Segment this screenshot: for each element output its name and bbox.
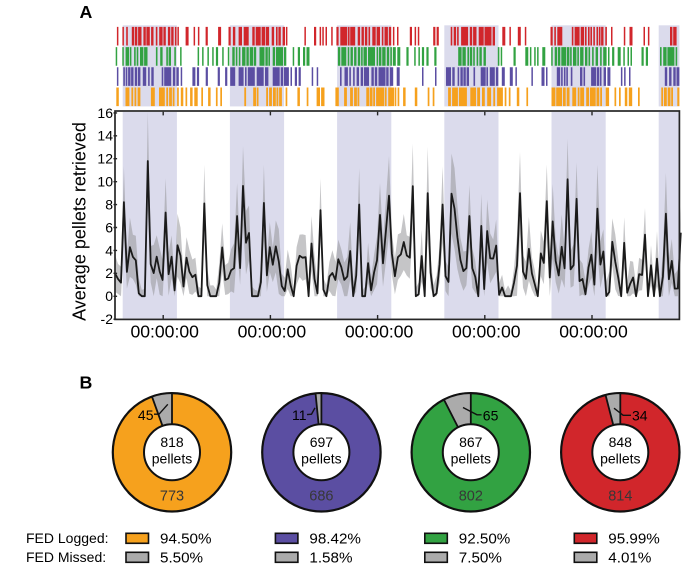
- svg-text:802: 802: [459, 489, 483, 505]
- svg-text:4.01%: 4.01%: [608, 549, 651, 566]
- svg-text:00:00:00: 00:00:00: [130, 322, 199, 342]
- svg-text:5.50%: 5.50%: [160, 549, 203, 566]
- svg-text:848: 848: [609, 434, 633, 450]
- svg-text:98.42%: 98.42%: [309, 530, 361, 547]
- svg-text:A: A: [80, 2, 93, 22]
- svg-text:7.50%: 7.50%: [459, 549, 502, 566]
- svg-text:pellets: pellets: [152, 451, 192, 467]
- svg-text:pellets: pellets: [301, 451, 341, 467]
- svg-text:45: 45: [138, 407, 154, 423]
- svg-text:FED Logged:: FED Logged:: [26, 530, 109, 546]
- svg-text:6: 6: [105, 219, 113, 235]
- svg-text:Average pellets retrieved: Average pellets retrieved: [70, 122, 90, 321]
- svg-text:12: 12: [97, 151, 113, 167]
- svg-text:686: 686: [309, 489, 333, 505]
- svg-text:10: 10: [97, 174, 113, 190]
- svg-text:34: 34: [632, 407, 648, 423]
- svg-text:92.50%: 92.50%: [459, 530, 511, 547]
- svg-text:2: 2: [105, 265, 113, 281]
- svg-text:pellets: pellets: [451, 451, 491, 467]
- svg-text:65: 65: [483, 407, 499, 423]
- svg-text:8: 8: [105, 197, 113, 213]
- svg-text:4: 4: [105, 242, 113, 258]
- svg-text:0: 0: [105, 288, 113, 304]
- svg-text:pellets: pellets: [600, 451, 640, 467]
- svg-text:94.50%: 94.50%: [160, 530, 212, 547]
- svg-text:00:00:00: 00:00:00: [238, 322, 307, 342]
- svg-text:11: 11: [292, 407, 307, 423]
- svg-text:773: 773: [160, 489, 184, 505]
- svg-text:867: 867: [459, 434, 483, 450]
- svg-text:818: 818: [160, 434, 184, 450]
- svg-text:697: 697: [310, 434, 334, 450]
- svg-text:00:00:00: 00:00:00: [559, 322, 628, 342]
- svg-text:95.99%: 95.99%: [608, 530, 660, 547]
- svg-text:814: 814: [608, 489, 632, 505]
- svg-text:00:00:00: 00:00:00: [452, 322, 521, 342]
- svg-text:-2: -2: [101, 311, 114, 327]
- svg-text:16: 16: [97, 105, 113, 121]
- svg-text:1.58%: 1.58%: [309, 549, 352, 566]
- svg-text:B: B: [80, 372, 93, 392]
- svg-text:00:00:00: 00:00:00: [345, 322, 414, 342]
- svg-text:14: 14: [97, 128, 113, 144]
- svg-text:FED Missed:: FED Missed:: [26, 549, 106, 565]
